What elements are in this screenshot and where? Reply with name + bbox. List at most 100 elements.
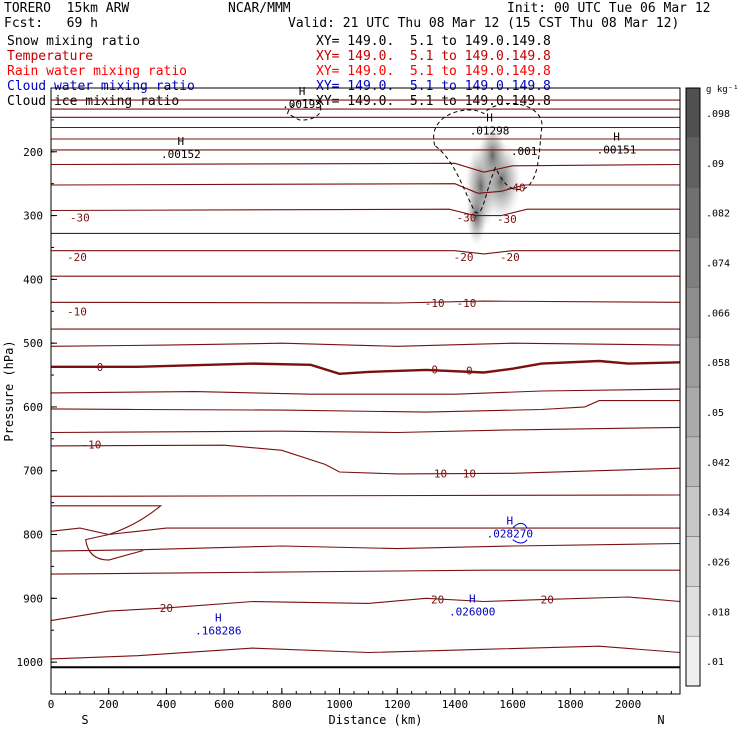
- temperature-label-17: 20: [431, 594, 444, 607]
- temperature-label-5: 20: [160, 602, 173, 615]
- legend-cloud-water-xy: XY= 149.0. 5.1 to 149.0.149.8: [316, 79, 551, 94]
- extremum-mark-0: H: [299, 85, 306, 98]
- isotherm-25: [50, 645, 681, 660]
- extremum-mark-4: H: [613, 131, 620, 144]
- temperature-label-8: -30: [457, 211, 477, 224]
- legend-rain-xy: XY= 149.0. 5.1 to 149.0.149.8: [316, 64, 551, 79]
- forecast-hour: Fcst: 69 h: [4, 16, 98, 31]
- x-tick-label-7: 1400: [442, 698, 469, 711]
- temperature-label-11: -20: [500, 251, 520, 264]
- x-tick-label-2: 400: [156, 698, 176, 711]
- y-tick-label-8: 1000: [17, 656, 44, 669]
- isotherm-warm-pocket: [51, 505, 163, 561]
- extremum-mark-5: H: [506, 515, 513, 528]
- isotherm-24: [50, 596, 681, 622]
- isotherm-14: [50, 342, 681, 347]
- colorbar-swatch-7: [685, 287, 701, 338]
- center-name: NCAR/MMM: [228, 1, 291, 16]
- isotherm-21: [50, 527, 680, 536]
- legend-cloud-ice-xy: XY= 149.0. 5.1 to 149.0.149.8: [316, 94, 551, 109]
- colorbar-frame: [685, 87, 701, 687]
- colorbar-swatch-0: [685, 635, 701, 687]
- colorbar-label-4: .042: [706, 458, 730, 469]
- colorbar-swatch-1: [685, 586, 701, 637]
- isotherm-19: [50, 444, 681, 475]
- plot-frame: [50, 87, 681, 695]
- colorbar-label-10: .09: [706, 159, 724, 170]
- colorbar-label-8: .074: [706, 258, 730, 269]
- extremum-mark-6: H: [469, 592, 476, 605]
- extremum-value-3: .001: [511, 145, 538, 158]
- extremum-value-1: .00152: [161, 148, 201, 161]
- temperature-label-7: -10: [457, 297, 477, 310]
- init-time: Init: 00 UTC Tue 06 Mar 12: [507, 1, 711, 16]
- colorbar-unit: g kg⁻¹: [706, 85, 739, 95]
- y-tick-label-7: 900: [23, 592, 43, 605]
- temperature-label-10: -20: [454, 251, 474, 264]
- temperature-label-1: -20: [67, 251, 87, 264]
- y-tick-label-4: 600: [23, 401, 43, 414]
- extremum-value-5: .028270: [487, 528, 533, 541]
- x-tick-label-3: 600: [214, 698, 234, 711]
- colorbar-label-5: .05: [706, 408, 724, 419]
- isotherm-23: [50, 569, 680, 575]
- extremum-mark-1: H: [178, 135, 185, 148]
- colorbar-label-7: .066: [706, 308, 730, 319]
- x-tick-label-1: 200: [99, 698, 119, 711]
- colorbar-label-9: .082: [706, 209, 730, 220]
- isotherm-15: [51, 359, 681, 376]
- north-end-label: N: [657, 713, 664, 727]
- colorbar-swatch-2: [685, 536, 701, 587]
- extremum-mark-2: H: [486, 111, 493, 124]
- south-end-label: S: [81, 713, 88, 727]
- colorbar-label-3: .034: [706, 508, 730, 519]
- legend-snow-name: Snow mixing ratio: [7, 34, 141, 49]
- x-tick-label-5: 1000: [326, 698, 353, 711]
- temperature-label-15: 10: [434, 467, 447, 480]
- legend-cloud-ice-name: Cloud ice mixing ratio: [7, 94, 180, 109]
- extremum-value-7: .168286: [195, 624, 241, 637]
- temperature-label-4: -10: [81, 439, 101, 452]
- colorbar-label-11: .098: [706, 109, 730, 120]
- temperature-label-16: 10: [463, 467, 476, 480]
- x-tick-label-0: 0: [48, 698, 55, 711]
- colorbar-label-6: .058: [706, 358, 730, 369]
- x-axis-label: Distance (km): [329, 713, 423, 727]
- legend-temperature-xy: XY= 149.0. 5.1 to 149.0.149.8: [316, 49, 551, 64]
- cloud-ice-contour: [433, 103, 543, 214]
- colorbar-swatch-5: [685, 386, 701, 438]
- colorbar-swatch-8: [685, 237, 701, 288]
- colorbar-label-1: .018: [706, 607, 730, 618]
- isotherm-16: [50, 388, 681, 395]
- y-tick-label-0: 200: [23, 146, 43, 159]
- isotherm-17: [50, 400, 680, 413]
- colorbar-label-0: .01: [706, 657, 724, 668]
- isotherm-18: [50, 426, 681, 434]
- snow-shading-3: [478, 124, 507, 185]
- temperature-label-3: 0: [97, 361, 104, 374]
- x-tick-label-8: 1600: [499, 698, 526, 711]
- extremum-value-6: .026000: [449, 605, 495, 618]
- colorbar-swatch-4: [685, 436, 701, 487]
- isotherm-12: [50, 300, 681, 304]
- isotherm-10: [51, 250, 680, 255]
- y-tick-label-1: 300: [23, 210, 43, 223]
- colorbar-swatch-3: [685, 486, 701, 537]
- x-tick-label-9: 1800: [557, 698, 584, 711]
- x-tick-label-10: 2000: [615, 698, 642, 711]
- temperature-label-0: -30: [70, 211, 90, 224]
- temperature-label-9: -30: [497, 213, 517, 226]
- isotherm-22: [50, 542, 681, 552]
- cloud-water-contour: [512, 522, 528, 529]
- y-tick-label-6: 800: [23, 529, 43, 542]
- temperature-label-18: 20: [541, 594, 554, 607]
- colorbar-swatch-9: [685, 187, 701, 238]
- y-axis-label: Pressure (hPa): [2, 340, 16, 441]
- model-name: TORERO 15km ARW: [4, 1, 130, 16]
- legend-snow-xy: XY= 149.0. 5.1 to 149.0.149.8: [316, 34, 551, 49]
- legend-temperature-name: Temperature: [7, 49, 94, 64]
- y-tick-label-5: 700: [23, 465, 43, 478]
- x-tick-label-4: 800: [272, 698, 292, 711]
- extremum-mark-7: H: [215, 611, 222, 624]
